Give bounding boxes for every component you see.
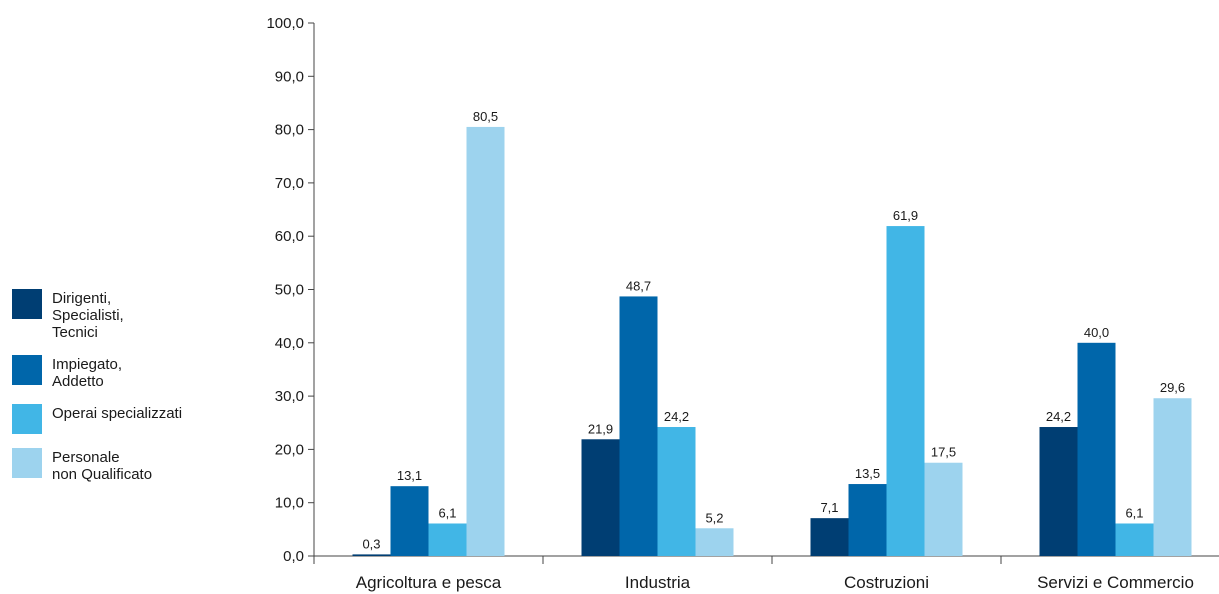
- bar: [1153, 398, 1192, 556]
- bar: [390, 486, 429, 556]
- bar: [657, 427, 696, 556]
- y-tick-label: 100,0: [266, 15, 304, 32]
- bar-value-label: 5,2: [705, 510, 723, 525]
- bar-value-label: 6,1: [1125, 505, 1143, 520]
- bar: [581, 439, 620, 556]
- bar: [1039, 427, 1078, 556]
- y-tick-label: 30,0: [275, 388, 304, 405]
- legend-swatch: [12, 355, 42, 385]
- bar-value-label: 7,1: [820, 500, 838, 515]
- x-category-label: Costruzioni: [844, 573, 929, 592]
- y-tick-label: 20,0: [275, 441, 304, 458]
- bar: [924, 462, 963, 556]
- y-tick-label: 80,0: [275, 122, 304, 139]
- bar-value-label: 17,5: [931, 445, 956, 460]
- bar-value-label: 61,9: [893, 208, 918, 223]
- bar-value-label: 48,7: [626, 278, 651, 293]
- legend-item: Operai specializzati: [12, 404, 212, 434]
- data-labels: 0,3 13,1 6,1 80,5 21,9 48,7 24,2 5,2 7,1 13,5 61,9…: [362, 109, 1185, 551]
- x-category-label: Servizi e Commercio: [1037, 573, 1194, 592]
- legend-label: Impiegato, Addetto: [52, 356, 123, 390]
- x-axis: Agricoltura e pesca Industria Costruzioni S…: [313, 555, 1219, 592]
- bar: [886, 226, 925, 556]
- bar: [1077, 342, 1116, 556]
- legend-swatch: [12, 289, 42, 319]
- legend-label: Operai specializzati: [52, 405, 183, 422]
- y-axis: 0,0 10,0 20,0 30,0 40,0 50,0 60,0 70,0 80,0 90,0 1…: [266, 15, 315, 565]
- legend-label: Dirigenti, Specialisti, Tecnici: [52, 290, 124, 341]
- bar: [428, 523, 467, 556]
- y-tick-label: 60,0: [275, 228, 304, 245]
- bar-value-label: 6,1: [438, 505, 456, 520]
- bar-value-label: 13,5: [855, 466, 880, 481]
- x-category-label: Agricoltura e pesca: [356, 573, 502, 592]
- legend-item: Impiegato, Addetto: [12, 355, 212, 390]
- bar-value-label: 0,3: [362, 536, 380, 551]
- y-tick-label: 50,0: [275, 282, 304, 299]
- legend-swatch: [12, 448, 42, 478]
- y-tick-label: 10,0: [275, 495, 304, 512]
- legend-item: Personale non Qualificato: [12, 448, 212, 483]
- legend: Dirigenti, Specialisti, Tecnici Impiegato…: [12, 289, 212, 497]
- legend-swatch: [12, 404, 42, 434]
- bar: [466, 126, 505, 556]
- bar: [352, 554, 391, 556]
- bar-value-label: 21,9: [588, 421, 613, 436]
- bar-value-label: 13,1: [397, 468, 422, 483]
- bar: [848, 484, 887, 556]
- bar: [810, 518, 849, 556]
- bar: [619, 296, 658, 556]
- bars: [352, 126, 1192, 556]
- y-tick-label: 70,0: [275, 175, 304, 192]
- y-tick-label: 0,0: [283, 548, 304, 565]
- bar-value-label: 24,2: [1046, 409, 1071, 424]
- bar-value-label: 29,6: [1160, 380, 1185, 395]
- legend-label: Personale non Qualificato: [52, 449, 153, 483]
- y-tick-label: 40,0: [275, 335, 304, 352]
- bar-value-label: 80,5: [473, 109, 498, 124]
- bar: [695, 528, 734, 556]
- bar: [1115, 523, 1154, 556]
- x-category-label: Industria: [625, 573, 691, 592]
- y-tick-label: 90,0: [275, 68, 304, 85]
- legend-item: Dirigenti, Specialisti, Tecnici: [12, 289, 212, 341]
- bar-value-label: 24,2: [664, 409, 689, 424]
- bar-value-label: 40,0: [1084, 325, 1109, 340]
